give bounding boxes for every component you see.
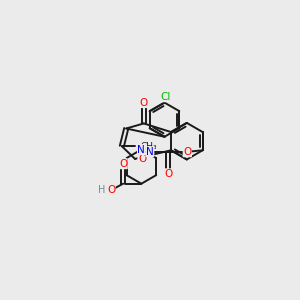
Text: O: O (119, 159, 127, 169)
Text: O: O (164, 169, 172, 179)
Text: Cl: Cl (161, 92, 171, 102)
Text: N: N (137, 145, 145, 154)
Text: O: O (138, 154, 146, 164)
Text: N: N (146, 147, 154, 157)
Text: O: O (183, 147, 191, 157)
Text: O: O (107, 184, 115, 195)
Text: O: O (140, 98, 148, 107)
Text: CH₃: CH₃ (140, 142, 157, 151)
Text: H: H (98, 184, 105, 195)
